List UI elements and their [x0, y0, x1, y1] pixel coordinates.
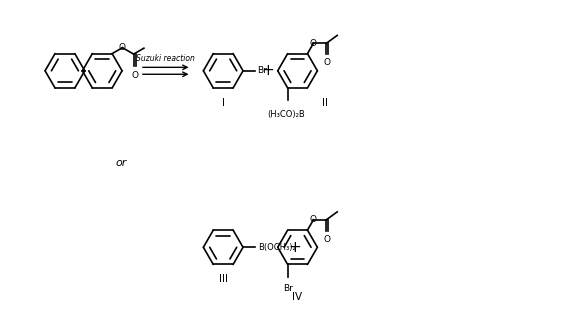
Text: O: O [324, 58, 331, 67]
Text: B(OCH₃)₂: B(OCH₃)₂ [258, 243, 295, 252]
Text: +: + [288, 240, 301, 255]
Text: O: O [310, 39, 317, 48]
Text: III: III [219, 274, 228, 284]
Text: O: O [131, 71, 138, 80]
Text: O: O [310, 215, 317, 224]
Text: II: II [323, 97, 328, 108]
Text: Br: Br [257, 66, 267, 75]
Text: +: + [262, 63, 274, 78]
Text: or: or [116, 158, 127, 168]
Text: Br: Br [283, 284, 293, 293]
Text: O: O [119, 43, 126, 52]
Text: (H₃CO)₂B: (H₃CO)₂B [267, 110, 305, 119]
Text: I: I [222, 97, 225, 108]
Text: IV: IV [293, 292, 302, 302]
Text: O: O [324, 235, 331, 244]
Text: Suzuki reaction: Suzuki reaction [137, 54, 195, 63]
